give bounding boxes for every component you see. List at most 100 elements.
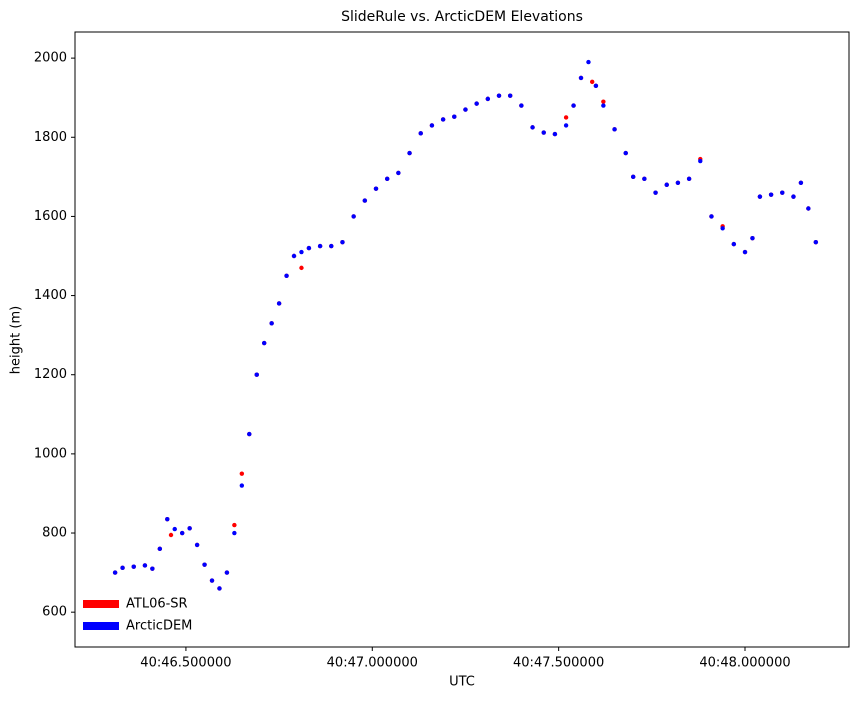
point	[299, 265, 304, 271]
y-tick-label: 1800	[34, 130, 67, 145]
point	[157, 546, 163, 552]
point	[806, 206, 811, 211]
point	[172, 526, 177, 532]
point	[261, 340, 267, 346]
point	[720, 226, 725, 231]
point	[750, 235, 755, 241]
plot-frame	[74, 31, 850, 648]
point	[291, 253, 297, 259]
point	[642, 176, 647, 182]
point	[340, 239, 345, 245]
point	[698, 158, 703, 164]
y-tick-label: 1600	[34, 209, 67, 224]
point	[601, 103, 606, 108]
point	[601, 99, 606, 104]
point	[187, 526, 192, 531]
point	[209, 578, 215, 583]
y-axis-label: height (m)	[9, 306, 24, 374]
chart-title: SlideRule vs. ArcticDEM Elevations	[341, 9, 583, 25]
y-tick-label: 1400	[34, 288, 67, 303]
point	[440, 117, 446, 122]
point	[239, 483, 245, 488]
point	[150, 566, 155, 571]
x-tick-label: 40:47.500000	[513, 656, 604, 671]
point	[593, 83, 599, 89]
x-tick-label: 40:48.000000	[699, 656, 790, 671]
point	[179, 530, 185, 536]
legend-label: ArcticDEM	[126, 619, 192, 634]
point	[563, 115, 569, 120]
point	[373, 186, 379, 191]
point	[452, 114, 457, 119]
point	[664, 182, 669, 187]
y-tick-label: 800	[42, 526, 67, 541]
y-tick-label: 1200	[34, 367, 67, 382]
point	[269, 321, 274, 326]
y-tick-label: 2000	[34, 51, 67, 66]
point	[530, 125, 535, 130]
point	[165, 516, 170, 522]
point	[247, 431, 252, 437]
point	[131, 564, 136, 569]
point	[675, 180, 681, 185]
point	[757, 194, 763, 199]
x-axis-label: UTC	[449, 675, 475, 690]
point	[194, 542, 200, 548]
point	[329, 243, 334, 249]
point	[254, 372, 259, 377]
point	[813, 239, 819, 245]
point	[653, 190, 658, 195]
point	[429, 123, 435, 128]
point	[396, 170, 401, 176]
y-tick-label: 1000	[34, 446, 67, 461]
point	[120, 565, 125, 571]
point	[485, 96, 491, 102]
point	[768, 192, 774, 197]
point	[232, 522, 237, 528]
point	[407, 150, 412, 156]
point	[563, 123, 569, 128]
point	[571, 103, 576, 108]
point	[463, 107, 468, 112]
point	[709, 214, 714, 219]
point	[224, 570, 230, 575]
point	[552, 131, 558, 137]
point	[384, 176, 390, 182]
point	[284, 273, 289, 278]
x-tick-label: 40:47.000000	[327, 656, 418, 671]
point	[798, 180, 804, 185]
point	[742, 249, 748, 255]
point	[112, 570, 118, 575]
point	[541, 130, 546, 135]
point	[306, 245, 312, 251]
point	[217, 586, 222, 591]
point	[686, 176, 692, 182]
legend-swatch	[83, 622, 119, 630]
point	[496, 93, 502, 98]
point	[507, 93, 513, 98]
point	[317, 243, 323, 249]
y-tick-label: 600	[42, 605, 67, 620]
point	[612, 127, 617, 132]
point	[276, 301, 282, 306]
point	[362, 198, 368, 203]
legend-label: ATL06-SR	[126, 597, 188, 612]
point	[418, 131, 423, 136]
point	[589, 79, 595, 85]
point	[232, 530, 237, 536]
point	[351, 214, 356, 219]
point	[623, 150, 628, 156]
point	[578, 75, 584, 81]
point	[731, 241, 737, 247]
point	[239, 471, 245, 476]
point	[168, 532, 174, 538]
point	[519, 103, 524, 108]
legend-swatch	[83, 600, 119, 608]
point	[791, 194, 796, 199]
point	[142, 563, 148, 568]
point	[586, 59, 591, 65]
point	[630, 174, 636, 180]
x-tick-label: 40:46.500000	[140, 656, 231, 671]
point	[299, 249, 304, 255]
